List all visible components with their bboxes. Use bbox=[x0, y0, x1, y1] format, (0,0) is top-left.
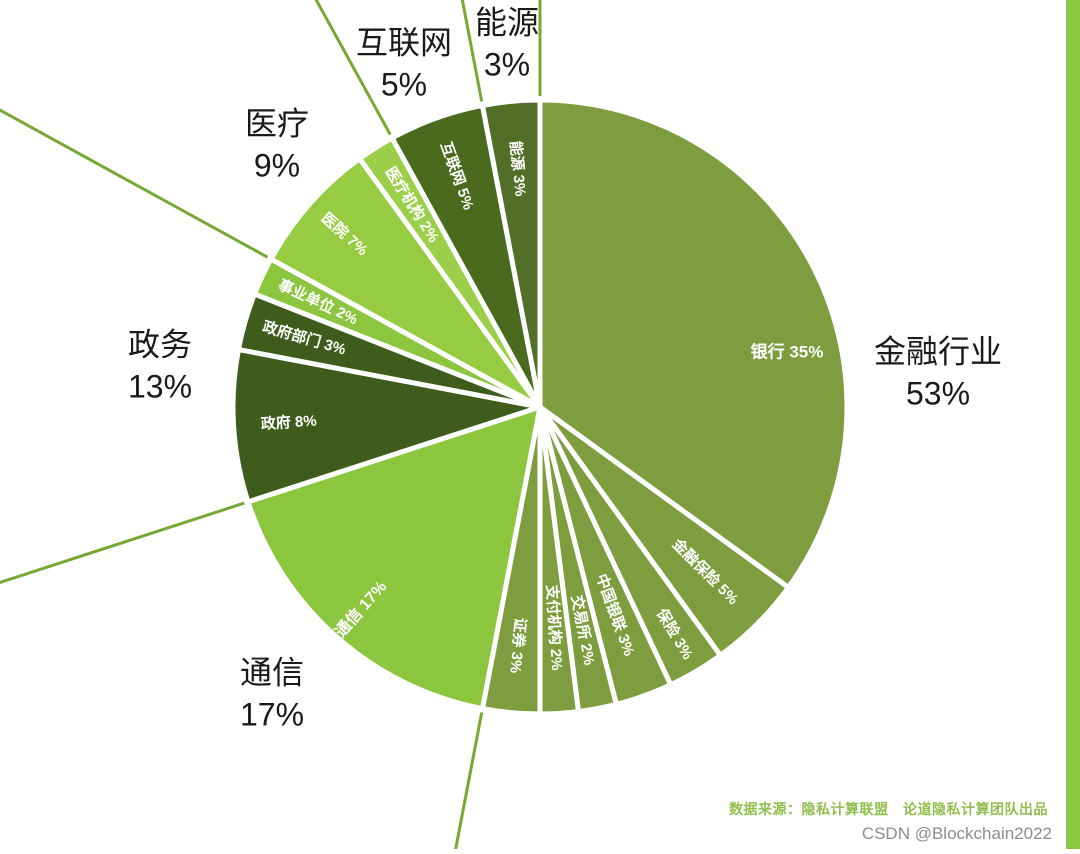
category-label-5: 能源 3% bbox=[475, 2, 539, 85]
boundary-line-4 bbox=[314, 0, 392, 136]
category-name: 金融行业 bbox=[873, 333, 1003, 370]
footer-source: 数据来源：隐私计算联盟 论道隐私计算团队出品 bbox=[729, 801, 1048, 817]
category-name: 互联网 bbox=[355, 24, 453, 61]
category-percent: 3% bbox=[483, 46, 531, 82]
category-name: 能源 bbox=[474, 4, 540, 41]
slice-label-8: 政府 8% bbox=[260, 412, 317, 433]
slice-label-14: 能源 3% bbox=[506, 140, 529, 197]
right-accent-bar bbox=[1066, 0, 1080, 849]
category-percent: 5% bbox=[380, 66, 428, 102]
pie-slice-11 bbox=[268, 156, 543, 410]
category-name: 通信 bbox=[239, 654, 305, 691]
pie-slice-7 bbox=[245, 404, 543, 712]
category-percent: 17% bbox=[239, 696, 305, 732]
footer-watermark: CSDN @Blockchain2022 bbox=[861, 824, 1052, 843]
slice-label-6: 证券 3% bbox=[506, 617, 529, 674]
pie-slice-0 bbox=[537, 97, 850, 590]
category-percent: 53% bbox=[905, 375, 971, 411]
category-name: 政务 bbox=[127, 326, 193, 363]
boundary-line-2 bbox=[0, 501, 245, 585]
boundary-line-3 bbox=[0, 108, 269, 259]
category-label-1: 通信 17% bbox=[240, 652, 304, 735]
category-label-3: 医疗 9% bbox=[245, 103, 309, 186]
category-label-4: 互联网 5% bbox=[356, 22, 452, 105]
category-name: 医疗 bbox=[244, 105, 310, 142]
slice-label-0: 银行 35% bbox=[751, 342, 824, 362]
boundary-line-1 bbox=[453, 712, 484, 854]
pie-slice-8 bbox=[230, 346, 543, 505]
slice-label-5: 支付机构 2% bbox=[543, 583, 566, 671]
category-label-2: 政务 13% bbox=[128, 324, 192, 407]
category-percent: 9% bbox=[253, 147, 301, 183]
category-label-0: 金融行业 53% bbox=[874, 331, 1002, 414]
category-percent: 13% bbox=[127, 368, 193, 404]
pie-slice-14 bbox=[479, 97, 543, 410]
